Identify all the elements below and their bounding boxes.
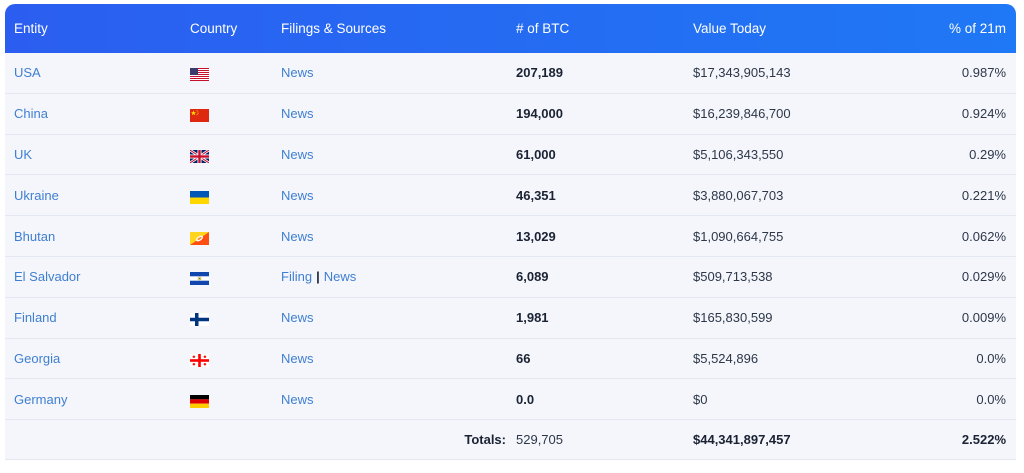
btc-amount: 61,000: [516, 146, 556, 162]
header-entity[interactable]: Entity: [14, 21, 48, 36]
btc-amount: 13,029: [516, 228, 556, 244]
table-row: Georgia News 66 $5,524,896 0.0%: [5, 339, 1016, 380]
table-row: UK News 61,000 $5,106,343,550 0.29%: [5, 135, 1016, 176]
source-link-filing[interactable]: Filing: [281, 269, 313, 285]
percent-of-21m: 0.029%: [961, 269, 1006, 285]
sources-cell: Filing | News: [281, 269, 516, 284]
btc-amount: 46,351: [516, 187, 556, 203]
header-pct[interactable]: % of 21m: [948, 21, 1006, 36]
header-value[interactable]: Value Today: [693, 21, 767, 36]
ukraine-flag-icon: [190, 190, 209, 204]
btc-amount: 207,189: [516, 65, 563, 81]
table-body: USA News 207,189 $17,343,905,143 0.987% …: [5, 53, 1016, 421]
percent-of-21m: 0.924%: [961, 106, 1006, 122]
value-today: $17,343,905,143: [693, 65, 791, 81]
source-link-news[interactable]: News: [281, 146, 314, 162]
value-today: $1,090,664,755: [693, 228, 784, 244]
value-today: $3,880,067,703: [693, 187, 784, 203]
btc-amount: 1,981: [516, 310, 549, 326]
entity-link[interactable]: Finland: [14, 310, 57, 326]
percent-of-21m: 0.987%: [961, 65, 1006, 81]
entity-link[interactable]: Germany: [14, 391, 68, 407]
percent-of-21m: 0.062%: [961, 228, 1006, 244]
table-row: Germany News 0.0 $0 0.0%: [5, 379, 1016, 421]
header-country[interactable]: Country: [190, 21, 238, 36]
source-link-news[interactable]: News: [281, 310, 314, 326]
header-btc[interactable]: # of BTC: [516, 21, 570, 36]
entity-link[interactable]: USA: [14, 65, 41, 81]
source-link-news[interactable]: News: [281, 106, 314, 122]
entity-link[interactable]: UK: [14, 146, 33, 162]
entity-link[interactable]: El Salvador: [14, 269, 81, 285]
value-today: $0: [693, 391, 708, 407]
sources-cell: News: [281, 65, 516, 80]
uk-flag-icon: [190, 150, 209, 164]
bhutan-flag-icon: [190, 231, 209, 245]
entity-link[interactable]: Georgia: [14, 350, 61, 366]
table-header: Entity Country Filings & Sources # of BT…: [5, 4, 1016, 53]
germany-flag-icon: [190, 394, 209, 408]
totals-label: Totals:: [464, 432, 506, 448]
btc-amount: 6,089: [516, 269, 549, 285]
sources-cell: News: [281, 188, 516, 203]
source-link-news[interactable]: News: [281, 65, 314, 81]
value-today: $165,830,599: [693, 310, 773, 326]
source-link-news[interactable]: News: [281, 187, 314, 203]
value-today: $509,713,538: [693, 269, 773, 285]
table-row: USA News 207,189 $17,343,905,143 0.987%: [5, 53, 1016, 94]
bitcoin-holdings-table: Entity Country Filings & Sources # of BT…: [5, 4, 1016, 461]
georgia-flag-icon: [190, 354, 209, 367]
sources-cell: News: [281, 392, 516, 407]
sources-cell: News: [281, 229, 516, 244]
china-flag-icon: [190, 109, 209, 123]
totals-value: $44,341,897,457: [693, 432, 791, 448]
table-row: El Salvador Filing | News 6,089 $509,713,5…: [5, 257, 1016, 298]
el-salvador-flag-icon: [190, 272, 209, 286]
percent-of-21m: 0.29%: [969, 146, 1006, 162]
value-today: $5,106,343,550: [693, 146, 784, 162]
percent-of-21m: 0.221%: [961, 187, 1006, 203]
table-row: Bhutan News 13,029 $1,090,664,755 0.062%: [5, 216, 1016, 257]
us-flag-icon: [190, 68, 209, 82]
sources-cell: News: [281, 147, 516, 162]
totals-btc: 529,705: [516, 432, 563, 448]
sources-cell: News: [281, 106, 516, 121]
btc-amount: 66: [516, 350, 531, 366]
source-link-news[interactable]: News: [281, 228, 314, 244]
table-row: China News 194,000 $16,239,846,700 0.924…: [5, 94, 1016, 135]
percent-of-21m: 0.009%: [961, 310, 1006, 326]
percent-of-21m: 0.0%: [976, 350, 1006, 366]
value-today: $5,524,896: [693, 350, 759, 366]
entity-link[interactable]: Bhutan: [14, 228, 56, 244]
source-link-news[interactable]: News: [281, 391, 314, 407]
sources-cell: News: [281, 310, 516, 325]
percent-of-21m: 0.0%: [976, 391, 1006, 407]
value-today: $16,239,846,700: [693, 106, 791, 122]
source-link-news[interactable]: News: [281, 350, 314, 366]
sources-cell: News: [281, 351, 516, 366]
finland-flag-icon: [190, 313, 209, 327]
totals-row: Totals: 529,705 $44,341,897,457 2.522%: [5, 420, 1016, 461]
entity-link[interactable]: China: [14, 106, 48, 122]
source-link-news[interactable]: News: [323, 269, 357, 285]
table-row: Finland News 1,981 $165,830,599 0.009%: [5, 298, 1016, 339]
table-row: Ukraine News 46,351 $3,880,067,703 0.221…: [5, 175, 1016, 217]
btc-amount: 194,000: [516, 106, 563, 122]
entity-link[interactable]: Ukraine: [14, 187, 59, 203]
totals-pct: 2.522%: [961, 432, 1006, 448]
header-sources[interactable]: Filings & Sources: [281, 21, 387, 36]
btc-amount: 0.0: [516, 391, 535, 407]
source-separator: |: [316, 269, 320, 285]
